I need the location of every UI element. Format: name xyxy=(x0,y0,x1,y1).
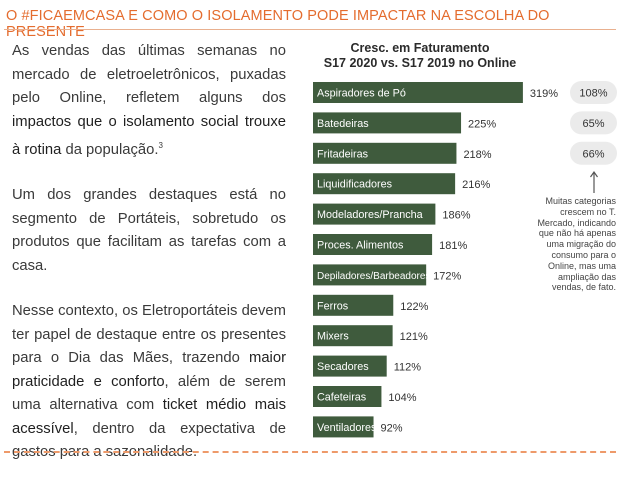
p1-highlight: impactos que o isolamento social trouxe … xyxy=(12,113,286,158)
bar-category-label: Ventiladores xyxy=(317,422,377,434)
paragraph-1: As vendas das últimas semanas no mercado… xyxy=(12,40,286,162)
total-market-pill xyxy=(570,81,617,104)
bar-value-label: 122% xyxy=(400,301,428,313)
chart-title-line-1: Cresc. em Faturamento xyxy=(350,41,490,55)
bar-category-label: Batedeiras xyxy=(317,118,369,130)
bar-category-label: Mixers xyxy=(317,331,349,343)
total-market-pill xyxy=(570,111,617,135)
bar-category-label: Secadores xyxy=(317,361,369,373)
bar-category-label: Proces. Alimentos xyxy=(317,240,404,252)
bar xyxy=(313,203,436,225)
bar xyxy=(313,264,427,286)
bar-value-label: 225% xyxy=(468,118,496,130)
bar-category-label: Ferros xyxy=(317,300,349,312)
bar-value-label: 216% xyxy=(462,179,490,191)
bar-chart: Aspiradores de Pó 319% Batedeiras 225% Frita… xyxy=(313,81,617,438)
bar-value-label: 172% xyxy=(433,270,461,282)
total-market-value: 66% xyxy=(582,148,604,160)
p3-text: Nesse contexto, os Eletroportáteis devem… xyxy=(12,303,286,367)
bar xyxy=(313,173,456,195)
bar-category-label: Fritadeiras xyxy=(317,148,369,160)
bar xyxy=(313,142,457,164)
bar-value-label: 92% xyxy=(381,422,403,434)
bar xyxy=(313,112,462,134)
paragraph-2: Um dos grandes destaques está no segment… xyxy=(12,187,286,274)
p3-highlight-1: maior praticidade e conforto xyxy=(12,350,286,390)
bar xyxy=(313,386,382,407)
bar-value-label: 104% xyxy=(388,392,416,404)
bar xyxy=(313,82,523,103)
bar-value-label: 181% xyxy=(439,240,467,252)
header-divider xyxy=(4,29,616,30)
p1-text: As vendas das últimas semanas no mercado… xyxy=(12,43,286,106)
footnote-ref: 3 xyxy=(158,141,163,150)
p1-text-end: da população. xyxy=(61,141,159,158)
bar-value-label: 186% xyxy=(442,210,470,222)
total-market-pill xyxy=(570,141,617,165)
paragraph-3: Nesse contexto, os Eletroportáteis devem… xyxy=(12,300,286,465)
bar-value-label: 112% xyxy=(394,362,422,374)
bar xyxy=(313,416,374,438)
chart-title-line-2: S17 2020 vs. S17 2019 no Online xyxy=(323,56,517,70)
arrow-up-icon xyxy=(590,170,598,193)
p3-text-mid: , além de serem uma alternativa com xyxy=(12,373,286,414)
chart-title: Cresc. em Faturamento S17 2020 vs. S17 2… xyxy=(310,41,530,71)
bar xyxy=(313,234,433,255)
bar-category-label: Liquidificadores xyxy=(317,179,393,191)
footer-divider xyxy=(4,451,616,453)
total-market-value: 108% xyxy=(579,88,607,100)
bar-category-label: Depiladores/Barbeadores xyxy=(317,271,430,282)
bar-category-label: Aspiradores de Pó xyxy=(317,88,406,100)
bar-value-label: 121% xyxy=(400,331,428,343)
bar-category-label: Modeladores/Prancha xyxy=(317,209,423,221)
bar-category-label: Cafeteiras xyxy=(317,392,367,404)
bar-value-label: 218% xyxy=(463,149,491,161)
page-header: O #FICAEMCASA E COMO O ISOLAMENTO PODE I… xyxy=(6,8,550,40)
bar xyxy=(313,294,394,316)
bar xyxy=(313,325,393,347)
p3-highlight-2: ticket médio mais acessível xyxy=(12,397,286,437)
body-text: As vendas das últimas semanas no mercado… xyxy=(12,40,286,487)
chart-note: Muitas categorias crescem no T. Mercado,… xyxy=(537,196,616,293)
total-market-value: 65% xyxy=(582,118,604,130)
bar xyxy=(313,355,387,377)
bar-value-label: 319% xyxy=(530,88,558,100)
